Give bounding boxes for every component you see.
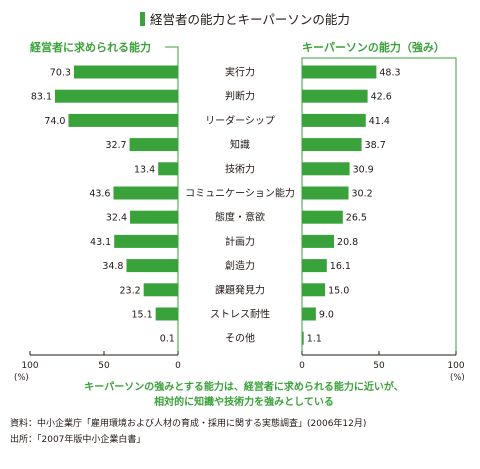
left-bar — [158, 162, 178, 176]
right-value-label: 9.0 — [319, 310, 334, 321]
category-label: 判断力 — [225, 90, 255, 103]
right-value-label: 38.7 — [365, 140, 386, 151]
left-value-label: 34.8 — [102, 261, 123, 272]
left-bar — [114, 234, 178, 248]
right-bar — [302, 210, 343, 224]
right-value-label: 15.0 — [328, 285, 349, 296]
category-label: 実行力 — [225, 66, 255, 79]
left-bar — [55, 89, 178, 103]
right-unit-label: (%) — [450, 373, 465, 383]
left-value-label: 13.4 — [134, 164, 155, 175]
right-bar — [302, 65, 377, 79]
category-label: リーダーシップ — [205, 114, 275, 127]
right-bar — [302, 89, 368, 103]
category-label: 課題発見力 — [215, 283, 265, 296]
left-value-label: 15.1 — [131, 310, 152, 321]
right-bar — [302, 283, 326, 297]
right-bar — [302, 186, 349, 200]
source-line-1: 資料：中小企業庁「雇用環境および人材の育成・採用に関する実態調査」(2006年1… — [10, 417, 366, 429]
right-value-label: 26.5 — [346, 213, 367, 224]
right-value-label: 1.1 — [307, 334, 322, 345]
category-label: コミュニケーション能力 — [185, 187, 295, 200]
right-value-label: 48.3 — [379, 68, 400, 79]
right-panel-title: キーパーソンの能力（強み） — [302, 40, 445, 54]
left-bar — [130, 210, 178, 224]
right-tick-label: 100 — [447, 361, 464, 371]
category-label: 計画力 — [225, 235, 255, 248]
category-label: その他 — [225, 332, 255, 345]
axes: 100 50 0 0 50 100 (%) (%) — [14, 351, 465, 383]
left-bar — [155, 307, 178, 321]
chart-title: 経営者の能力とキーパーソンの能力 — [150, 12, 350, 27]
right-tick-label: 0 — [299, 361, 305, 371]
left-unit-label: (%) — [14, 373, 29, 383]
left-bar — [113, 186, 178, 200]
left-tick-label: 0 — [175, 361, 181, 371]
left-bar — [73, 65, 178, 79]
caption-line-1: キーパーソンの強みとする能力は、経営者に求められる能力に近いが、 — [84, 380, 403, 393]
right-bar — [302, 162, 350, 176]
right-bar — [302, 234, 335, 248]
left-value-label: 23.2 — [120, 285, 141, 296]
left-bar — [177, 331, 179, 345]
right-bar — [302, 259, 327, 273]
category-label: 態度・意欲 — [215, 211, 265, 224]
right-bar — [302, 138, 362, 152]
left-value-label: 32.4 — [106, 213, 127, 224]
left-value-label: 43.6 — [89, 189, 110, 200]
right-panel-frame — [301, 57, 457, 355]
right-bar — [302, 307, 316, 321]
right-bars: 48.3 42.6 41.4 38.7 30.9 30.2 26.5 20.8 16.1 15.0… — [302, 65, 401, 345]
left-value-label: 32.7 — [105, 140, 126, 151]
right-value-label: 41.4 — [369, 116, 390, 127]
right-value-label: 20.8 — [337, 237, 358, 248]
right-value-label: 16.1 — [330, 261, 351, 272]
right-value-label: 30.9 — [353, 164, 374, 175]
right-bar — [302, 113, 366, 127]
caption-line-2: 相対的に知識や技術力を強みとしている — [154, 395, 334, 408]
right-tick-label: 50 — [373, 361, 385, 371]
left-tick-label: 100 — [21, 361, 38, 371]
left-bar — [143, 283, 178, 297]
left-value-label: 70.3 — [50, 68, 71, 79]
left-tick-label: 50 — [98, 361, 110, 371]
source-line-2: 出所：「2007年版中小企業白書」 — [10, 433, 145, 445]
left-panel-frame — [165, 46, 179, 355]
left-panel-title: 経営者に求められる能力 — [30, 40, 151, 54]
left-value-label: 83.1 — [31, 92, 52, 103]
left-value-label: 74.0 — [44, 116, 65, 127]
left-bar — [129, 138, 178, 152]
category-label: ストレス耐性 — [210, 308, 270, 321]
title-marker — [140, 12, 145, 26]
category-label: 知識 — [230, 138, 250, 151]
category-labels: 実行力判断力リーダーシップ知識技術力コミュニケーション能力態度・意欲計画力創造力… — [185, 66, 295, 345]
category-label: 創造力 — [225, 259, 255, 272]
left-value-label: 0.1 — [160, 334, 175, 345]
left-bars: 70.3 83.1 74.0 32.7 13.4 43.6 32.4 43.1 34.8 23.2… — [31, 65, 179, 345]
left-bar — [68, 113, 178, 127]
left-value-label: 43.1 — [90, 237, 111, 248]
right-bar — [302, 331, 304, 345]
right-value-label: 30.2 — [352, 189, 373, 200]
left-bar — [126, 259, 178, 273]
category-label: 技術力 — [225, 162, 255, 175]
right-value-label: 42.6 — [371, 92, 392, 103]
